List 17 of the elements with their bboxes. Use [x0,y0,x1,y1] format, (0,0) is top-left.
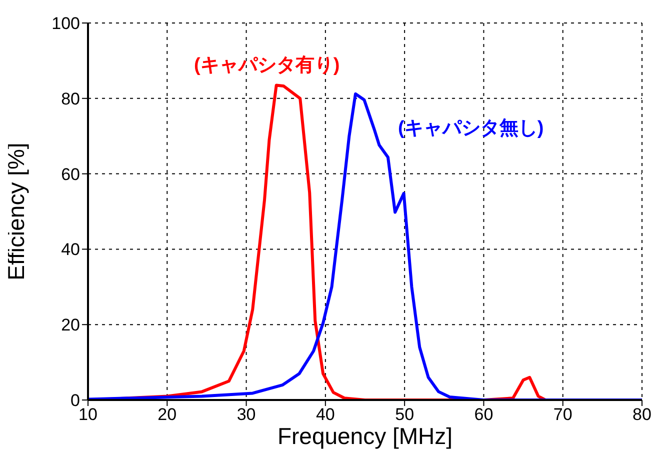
y-tick-label: 100 [52,14,80,34]
x-axis-title: Frequency [MHz] [277,423,453,449]
series-label: (キャパシタ有り) [194,54,340,78]
y-tick-label: 0 [70,391,80,410]
y-tick-label: 40 [61,240,80,260]
x-tick-label: 20 [158,405,177,424]
series-label: (キャパシタ無し) [398,117,544,141]
y-tick-label: 80 [61,89,80,108]
y-tick-label: 20 [61,316,80,335]
x-tick-label: 80 [632,405,652,424]
x-tick-label: 70 [553,405,572,424]
x-tick-label: 40 [316,405,335,424]
x-tick-label: 30 [236,405,256,424]
y-tick-label: 60 [61,164,80,184]
x-tick-label: 10 [78,405,98,424]
x-tick-label: 50 [395,405,414,424]
x-tick-label: 60 [474,405,494,424]
